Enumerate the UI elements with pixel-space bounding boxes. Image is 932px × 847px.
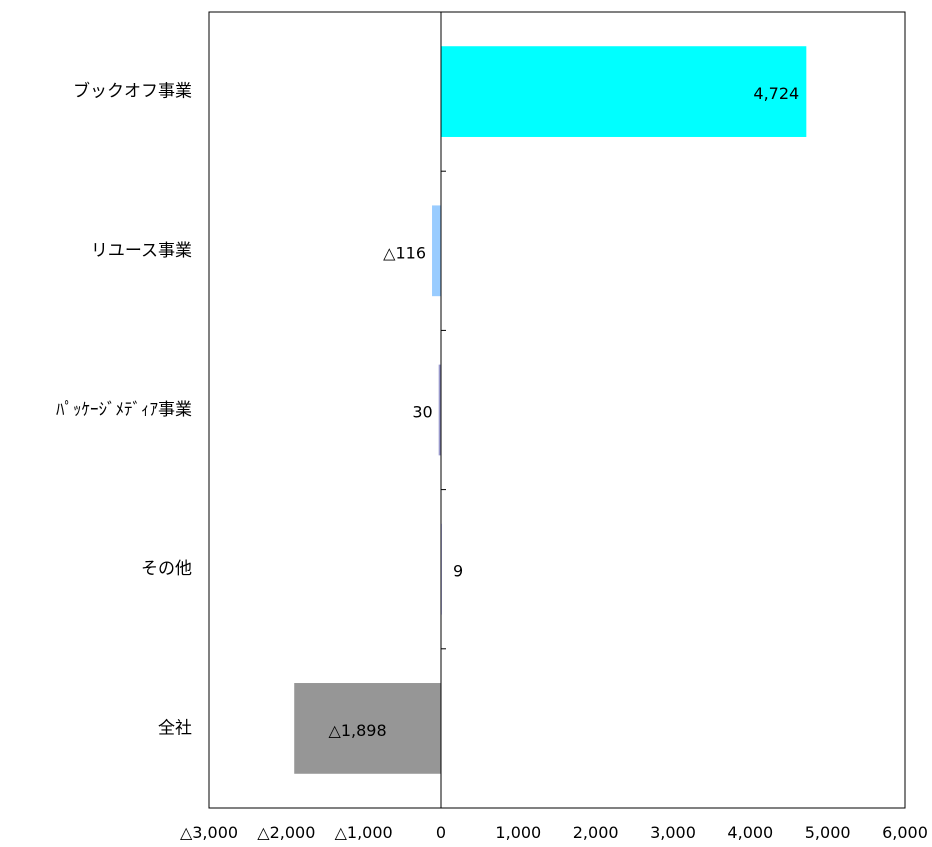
bar-0 [441,46,806,137]
category-label-4: 全社 [158,718,192,738]
category-label-3: その他 [141,559,192,579]
data-label-1: △116 [383,243,426,262]
data-label-2: 30 [412,403,432,422]
data-labels: 4,724 △116 30 9 △1,898 [329,84,800,740]
x-tick-label-8: 5,000 [805,823,851,842]
category-label-2: ﾊﾟｯｹｰｼﾞﾒﾃﾞｨｱ事業 [56,400,192,420]
x-tick-labels: △3,000 △2,000 △1,000 0 1,000 2,000 3,000 4,000 5… [180,823,928,842]
bars-layer [294,46,806,774]
x-tick-label-5: 2,000 [573,823,619,842]
x-tick-label-6: 3,000 [650,823,696,842]
x-tick-label-9: 6,000 [882,823,928,842]
data-label-3: 9 [453,562,463,581]
x-tick-label-2: △1,000 [335,823,393,842]
x-tick-label-0: △3,000 [180,823,238,842]
x-tick-label-7: 4,000 [727,823,773,842]
data-label-4: △1,898 [329,721,387,740]
data-label-0: 4,724 [753,84,799,103]
category-label-1: リユース事業 [91,241,192,261]
category-label-0: ブックオフ事業 [73,81,192,102]
x-tick-label-3: 0 [436,823,446,842]
x-tick-label-1: △2,000 [257,823,315,842]
bar-1 [432,205,441,296]
x-tick-label-4: 1,000 [495,823,541,842]
